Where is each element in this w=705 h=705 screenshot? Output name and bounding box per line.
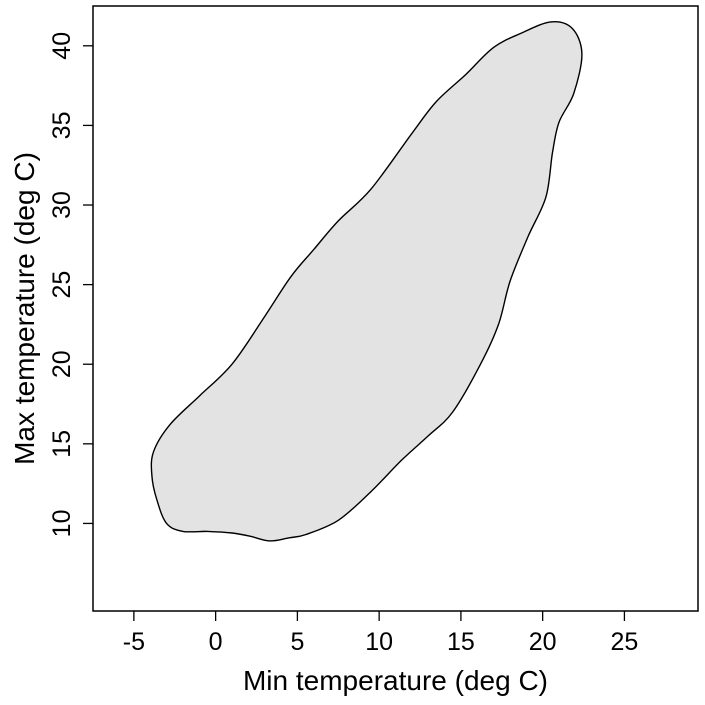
plot-frame: [92, 5, 699, 612]
y-tick-label: 40: [48, 32, 76, 60]
x-tick-label: 25: [611, 628, 639, 656]
x-axis: -5 0 5 10 15 20 25: [123, 611, 639, 656]
y-axis-title: Max temperature (deg C): [9, 152, 40, 465]
y-tick-label: 10: [48, 510, 76, 538]
x-tick-label: 20: [529, 628, 557, 656]
y-tick-label: 15: [48, 430, 76, 458]
x-tick-label: 0: [209, 628, 223, 656]
x-tick-label: 10: [365, 628, 393, 656]
y-tick-label: 25: [48, 271, 76, 299]
y-axis: 10 15 20 25 30 35 40: [48, 32, 93, 537]
y-tick-label: 20: [48, 350, 76, 378]
x-tick-label: 15: [447, 628, 475, 656]
x-axis-title: Min temperature (deg C): [243, 665, 548, 696]
y-tick-label: 35: [48, 112, 76, 140]
region-area: [150, 21, 583, 542]
y-tick-label: 30: [48, 191, 76, 219]
x-tick-label: 5: [290, 628, 304, 656]
x-tick-label: -5: [123, 628, 145, 656]
